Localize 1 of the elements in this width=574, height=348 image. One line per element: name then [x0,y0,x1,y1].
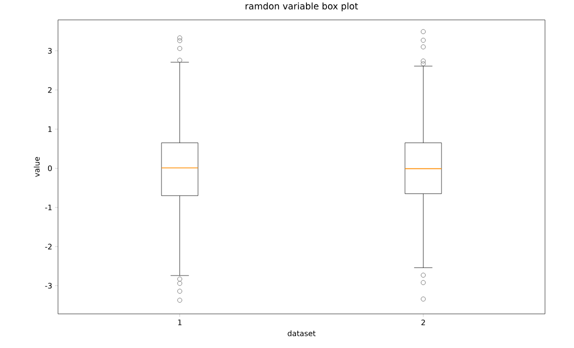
chart-title: ramdon variable box plot [246,2,358,12]
